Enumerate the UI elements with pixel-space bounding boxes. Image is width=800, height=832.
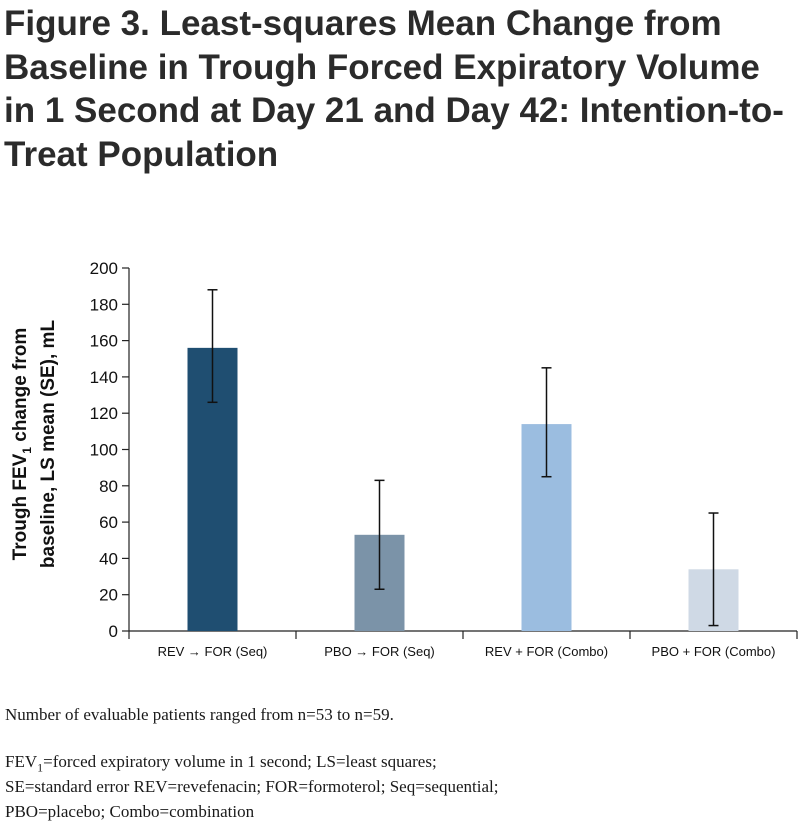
- y-tick-label: 100: [90, 441, 118, 460]
- y-tick-label: 160: [90, 332, 118, 351]
- footnote-patients: Number of evaluable patients ranged from…: [5, 705, 394, 724]
- y-tick-label: 200: [90, 259, 118, 278]
- y-tick-label: 180: [90, 295, 118, 314]
- y-tick-label: 140: [90, 368, 118, 387]
- footnote-abbrev-line3: PBO=placebo; Combo=combination: [5, 802, 255, 821]
- y-tick-label: 20: [99, 586, 118, 605]
- footnote-abbrev-line2: SE=standard error REV=revefenacin; FOR=f…: [5, 777, 499, 796]
- x-tick-label: PBO → FOR (Seq): [324, 644, 435, 659]
- figure-title: Figure 3. Least-squares Mean Change from…: [4, 4, 784, 174]
- y-tick-label: 120: [90, 404, 118, 423]
- x-tick-label: REV + FOR (Combo): [485, 644, 608, 659]
- x-tick-label: REV → FOR (Seq): [158, 644, 268, 659]
- x-tick-label: PBO + FOR (Combo): [652, 644, 776, 659]
- y-tick-label: 60: [99, 513, 118, 532]
- bar-chart: 0 20 40 60 80 100 120 140 160 180 200 REV → FOR (Se…: [90, 259, 798, 659]
- footnote-abbrev-line1: FEV1=forced expiratory volume in 1 secon…: [5, 752, 437, 775]
- y-tick-label: 40: [99, 549, 118, 568]
- y-tick-label: 0: [109, 622, 118, 641]
- y-tick-label: 80: [99, 477, 118, 496]
- footnote-subscript: 1: [37, 760, 44, 775]
